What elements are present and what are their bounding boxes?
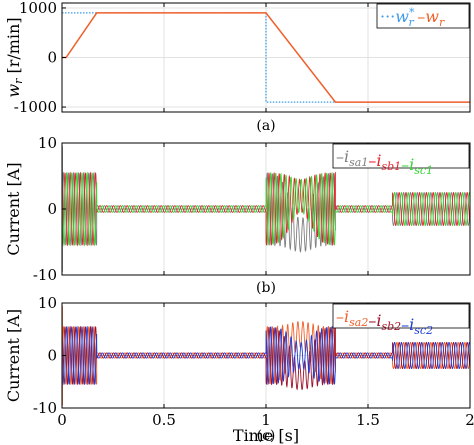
x-tick-label-3: 1.5 bbox=[356, 411, 380, 429]
y-tick-label-0: 10 bbox=[38, 294, 57, 312]
legend-text: –isa1–isb1–isc1 bbox=[336, 147, 433, 177]
legend-entry-1: w bbox=[425, 7, 439, 26]
legend-entry-0: i bbox=[344, 147, 349, 166]
series-line-1 bbox=[61, 325, 471, 391]
legend-box bbox=[376, 3, 470, 29]
legend-entry-0: i bbox=[344, 307, 349, 326]
x-tick-label-1: 0.5 bbox=[152, 411, 176, 429]
series-line-0 bbox=[61, 171, 471, 253]
legend: –isa2–isb2–isc2 bbox=[332, 303, 470, 337]
panel-caption: (c) bbox=[257, 428, 276, 444]
y-axis-label: Current [A] bbox=[4, 309, 23, 402]
y-tick-label-1: 0 bbox=[47, 347, 57, 365]
legend-box bbox=[332, 303, 470, 329]
legend-marker-2: – bbox=[401, 155, 409, 174]
y-tick-label-2: -1000 bbox=[14, 98, 57, 116]
legend-entry-2: i bbox=[409, 315, 414, 334]
y-tick-label-2: -10 bbox=[33, 266, 57, 284]
legend-text: ···w* r –wr bbox=[380, 6, 445, 29]
x-axis-label: Time [s] bbox=[233, 426, 299, 445]
legend-marker-1: – bbox=[417, 7, 425, 26]
y-tick-label-0: 10 bbox=[38, 134, 57, 152]
legend-marker-1: – bbox=[368, 311, 376, 330]
legend-entry-1: i bbox=[376, 311, 381, 330]
y-tick-label-2: -10 bbox=[33, 399, 57, 417]
y-tick-label-1: 0 bbox=[47, 200, 57, 218]
panel-b: 10 0 -10 (b) Current [A] –isa1–isb1–isc1 bbox=[4, 134, 471, 296]
legend-marker-1: – bbox=[368, 151, 376, 170]
series-line-2 bbox=[61, 325, 471, 386]
panel-caption: (a) bbox=[256, 118, 275, 134]
legend-text: –isa2–isb2–isc2 bbox=[336, 307, 433, 337]
panel-a: 1000 0 -1000 (a) wr [r/min] ···w* r –wr bbox=[4, 0, 471, 134]
legend-marker-0: – bbox=[336, 147, 344, 166]
legend-box bbox=[332, 143, 470, 169]
legend: –isa1–isb1–isc1 bbox=[332, 143, 470, 177]
legend-entry-0: w bbox=[395, 7, 409, 26]
y-axis-label: Current [A] bbox=[4, 162, 23, 255]
x-tick-label-0: 0 bbox=[57, 411, 67, 429]
legend-marker-0: – bbox=[336, 307, 344, 326]
y-tick-label-1: 0 bbox=[47, 49, 57, 67]
y-axis-label: wr [r/min] bbox=[4, 17, 25, 97]
panel-caption: (b) bbox=[256, 280, 276, 296]
legend-entry-1: i bbox=[376, 151, 381, 170]
x-tick-label-4: 2 bbox=[465, 411, 474, 429]
y-tick-label-0: 1000 bbox=[19, 0, 57, 17]
series-line-2 bbox=[61, 171, 471, 247]
legend-marker-2: – bbox=[401, 315, 409, 334]
legend: ···w* r –wr bbox=[376, 3, 470, 29]
series-line-1 bbox=[61, 171, 471, 247]
legend-marker-0: ··· bbox=[380, 7, 395, 26]
series-line-0 bbox=[61, 320, 471, 386]
legend-entry-2: i bbox=[409, 155, 414, 174]
x-tick-label-2: 1 bbox=[261, 411, 271, 429]
